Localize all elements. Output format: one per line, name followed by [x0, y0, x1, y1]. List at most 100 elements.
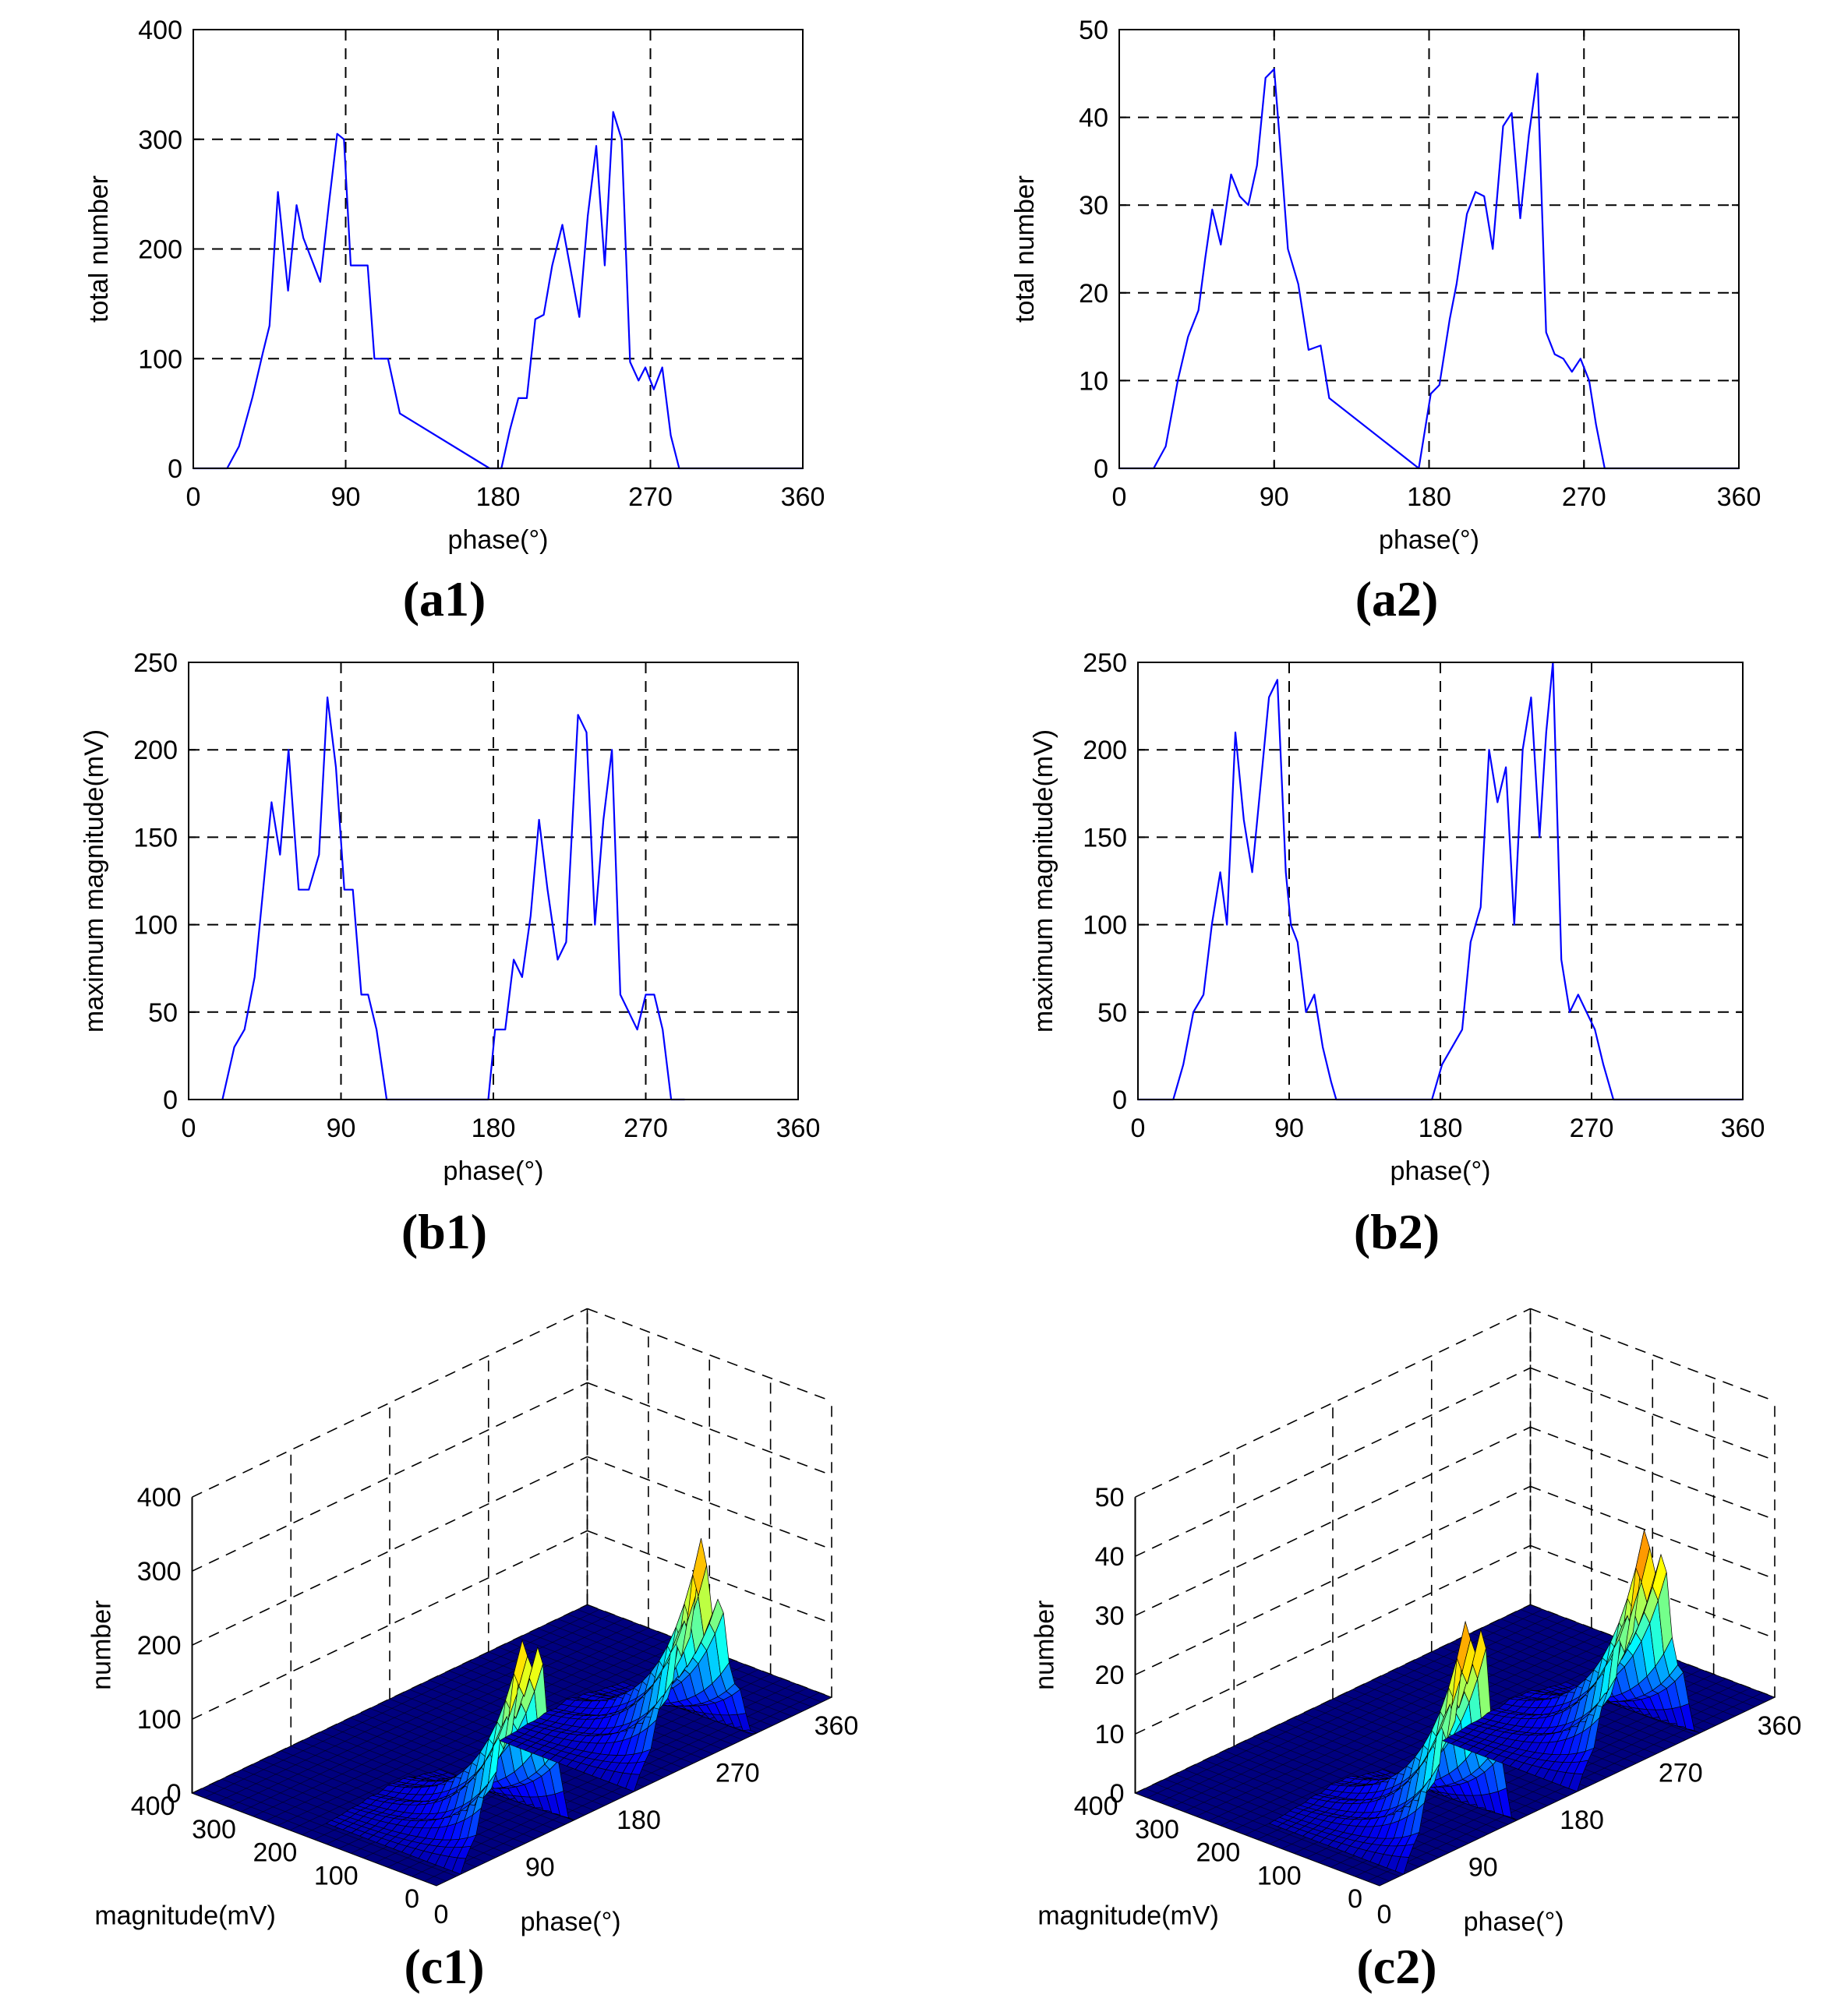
- x-tick-label: 270: [1570, 1114, 1614, 1143]
- panel-label: (c1): [404, 1939, 484, 1994]
- phase-tick-label: 270: [1659, 1759, 1703, 1788]
- x-axis-label: phase(°): [1390, 1156, 1491, 1186]
- phase-tick-label: 90: [525, 1853, 555, 1883]
- magnitude-tick-label: 200: [1196, 1838, 1241, 1868]
- y-tick-label: 250: [133, 648, 178, 678]
- mesh-line: [204, 1608, 600, 1799]
- mesh-line: [289, 1641, 686, 1831]
- mesh-line: [228, 1618, 624, 1808]
- mesh-line: [241, 1622, 637, 1813]
- y-tick-label: 10: [1079, 366, 1108, 396]
- phase-tick-label: 0: [1377, 1900, 1392, 1929]
- y-tick-label: 20: [1079, 279, 1108, 309]
- magnitude-tick-label: 100: [314, 1861, 359, 1890]
- z-grid-line: [1530, 1426, 1776, 1520]
- mesh-line: [1171, 1618, 1567, 1808]
- z-grid-line: [1135, 1544, 1531, 1735]
- chart-a1: 0 90 180 270 360 0 100 200 300 400 phase(°) total n…: [84, 16, 825, 627]
- number-axis-label: number: [87, 1601, 117, 1690]
- mesh-line: [265, 1632, 661, 1822]
- y-tick-label: 0: [1094, 454, 1108, 484]
- x-tick-label: 360: [1721, 1114, 1765, 1143]
- z-grid-line: [192, 1530, 588, 1720]
- x-tick-label: 90: [1274, 1114, 1304, 1143]
- x-axis-label: phase(°): [443, 1156, 544, 1186]
- x-tick-label: 0: [1112, 482, 1127, 512]
- mesh-line: [216, 1613, 613, 1803]
- z-grid-line: [587, 1382, 832, 1476]
- y-tick-label: 0: [168, 454, 182, 484]
- z-tick-label: 0: [1110, 1779, 1125, 1809]
- y-tick-label: 50: [1079, 16, 1108, 45]
- y-tick-label: 100: [1083, 911, 1127, 941]
- magnitude-tick-label: 400: [131, 1791, 175, 1821]
- z-tick-label: 200: [137, 1631, 182, 1661]
- x-tick-label: 0: [1131, 1114, 1146, 1143]
- x-tick-label: 360: [1717, 482, 1761, 512]
- y-tick-label: 0: [1112, 1085, 1127, 1115]
- z-grid-line: [587, 1308, 832, 1402]
- x-axis-label: phase(°): [448, 525, 549, 555]
- chart-c1: 01002003004000100200300400090180270360ma…: [87, 1308, 858, 1994]
- magnitude-tick-label: 200: [253, 1838, 298, 1868]
- surface-patch: [560, 1815, 574, 1821]
- z-grid-line: [1135, 1367, 1531, 1557]
- data-line: [221, 696, 685, 1101]
- panel-label: (b2): [1354, 1204, 1440, 1259]
- z-grid-line: [1135, 1485, 1531, 1675]
- magnitude-tick-label: 300: [1135, 1815, 1179, 1844]
- number-axis-label: number: [1030, 1601, 1060, 1690]
- y-axis-label: maximum magnitude(mV): [1029, 729, 1058, 1033]
- y-tick-label: 0: [163, 1085, 178, 1115]
- y-tick-label: 100: [138, 344, 182, 374]
- z-tick-label: 0: [167, 1779, 182, 1809]
- mesh-line: [1221, 1636, 1617, 1827]
- mesh-line: [1147, 1608, 1543, 1799]
- magnitude-axis-label: magnitude(mV): [94, 1901, 275, 1931]
- z-tick-label: 50: [1095, 1483, 1125, 1513]
- z-tick-label: 20: [1095, 1661, 1125, 1690]
- y-tick-label: 50: [1097, 998, 1127, 1028]
- x-tick-label: 180: [1407, 482, 1451, 512]
- x-tick-label: 180: [472, 1114, 516, 1143]
- y-tick-label: 150: [133, 823, 178, 853]
- mesh-line: [253, 1627, 649, 1817]
- z-grid-line: [587, 1456, 832, 1550]
- magnitude-tick-label: 0: [405, 1884, 419, 1914]
- phase-tick-label: 90: [1468, 1853, 1498, 1883]
- x-axis-label: phase(°): [1379, 525, 1479, 555]
- x-tick-label: 360: [781, 482, 825, 512]
- x-tick-label: 0: [182, 1114, 196, 1143]
- z-tick-label: 10: [1095, 1720, 1125, 1749]
- panel-label: (a2): [1355, 571, 1439, 627]
- y-tick-label: 300: [138, 125, 182, 155]
- x-tick-label: 90: [1260, 482, 1289, 512]
- y-tick-label: 150: [1083, 823, 1127, 853]
- z-tick-label: 100: [137, 1705, 182, 1735]
- y-tick-label: 200: [138, 235, 182, 265]
- y-tick-label: 30: [1079, 191, 1108, 221]
- mesh-line: [1159, 1613, 1556, 1803]
- y-tick-label: 50: [148, 998, 178, 1028]
- phase-tick-label: 0: [434, 1900, 449, 1929]
- z-grid-line: [1135, 1308, 1531, 1498]
- chart-c2: 010203040500100200300400090180270360magn…: [1030, 1308, 1801, 1994]
- mesh-line: [1208, 1632, 1604, 1822]
- y-tick-label: 40: [1079, 104, 1108, 133]
- magnitude-axis-label: magnitude(mV): [1037, 1901, 1218, 1931]
- data-line: [193, 111, 803, 470]
- magnitude-tick-label: 0: [1348, 1884, 1362, 1914]
- z-grid-line: [192, 1382, 588, 1572]
- z-grid-line: [1530, 1367, 1776, 1461]
- phase-tick-label: 180: [1560, 1806, 1604, 1835]
- z-grid-line: [587, 1530, 832, 1624]
- z-grid-line: [1135, 1426, 1531, 1616]
- magnitude-tick-label: 400: [1074, 1791, 1118, 1821]
- chart-a2: 0 90 180 270 360 0 10 20 30 40 50 phase(°) total num…: [1010, 16, 1761, 627]
- mesh-line: [1184, 1622, 1580, 1813]
- chart-b2: 0 90 180 270 360 0 50 100 150 200 250 phase(°) maxim…: [1029, 648, 1765, 1259]
- panel-label: (a1): [403, 571, 486, 627]
- z-grid-line: [1530, 1308, 1776, 1402]
- phase-axis-label: phase(°): [1464, 1907, 1564, 1936]
